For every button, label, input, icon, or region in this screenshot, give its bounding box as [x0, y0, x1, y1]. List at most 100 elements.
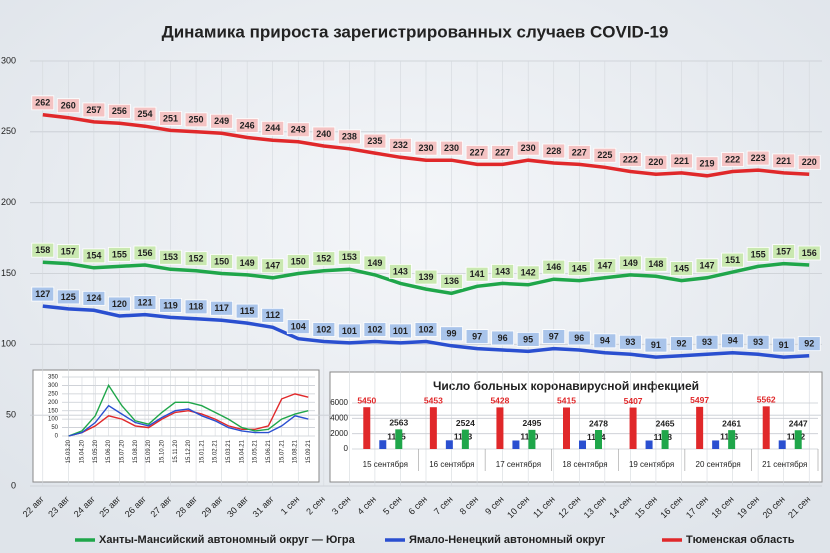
data-label-box	[797, 336, 821, 352]
inset-frame	[329, 371, 823, 483]
data-label-box	[542, 259, 566, 275]
x-tick-label: 15.04.20	[80, 439, 86, 463]
data-label-box	[337, 129, 361, 145]
data-label-box	[721, 152, 744, 167]
data-label: 2478	[589, 418, 608, 428]
data-label-box	[235, 255, 259, 271]
x-tick-label: 15.06.21	[266, 439, 272, 463]
legend-label: Ханты-Мансийский автономный округ — Югра	[99, 534, 356, 546]
data-label: 150	[291, 256, 306, 266]
data-label: 219	[700, 159, 715, 169]
data-label: 2447	[789, 418, 808, 428]
data-label: 5407	[624, 396, 643, 406]
series-line	[68, 393, 309, 437]
data-label-box	[108, 296, 131, 312]
y-tick-label: 300	[48, 383, 59, 389]
data-label: 97	[472, 331, 482, 341]
data-label-box	[159, 111, 182, 126]
data-label-box	[82, 248, 106, 264]
data-label: 244	[265, 123, 280, 133]
data-label-box	[82, 290, 106, 306]
data-label-box	[670, 261, 693, 276]
y-tick-label: 150	[1, 268, 16, 278]
data-label: 149	[367, 258, 382, 268]
data-label-box	[286, 122, 310, 138]
data-label-box	[644, 337, 668, 353]
data-label: 150	[214, 256, 229, 266]
data-label-box	[363, 255, 387, 271]
data-label-box	[210, 300, 234, 316]
data-label: 2495	[522, 418, 541, 428]
data-label-box	[567, 145, 591, 160]
x-tick-label: 15.09.21	[306, 439, 312, 463]
data-label-box	[286, 254, 310, 269]
x-tick-label: 15.02.21	[213, 439, 219, 463]
data-label-box	[721, 252, 744, 268]
data-label-box	[337, 249, 361, 265]
series-line	[42, 304, 810, 359]
data-label-box	[31, 95, 55, 111]
data-label: 5450	[357, 395, 376, 405]
y-tick-label: 100	[1, 339, 16, 349]
data-label-box	[286, 319, 310, 335]
bar	[794, 430, 802, 449]
data-label: 230	[444, 143, 459, 153]
x-tick-label: 21 сентября	[762, 460, 807, 469]
y-tick-label: 250	[1, 126, 16, 136]
bar	[595, 430, 602, 449]
data-label-box	[567, 330, 591, 346]
data-label-box	[133, 106, 157, 122]
data-label: 220	[802, 157, 817, 167]
data-label: 152	[189, 254, 204, 264]
data-label: 152	[316, 254, 331, 264]
data-label: 91	[651, 340, 661, 350]
data-label: 2461	[722, 418, 741, 428]
data-label-box	[210, 113, 234, 129]
x-tick-label: 15 сентября	[363, 460, 408, 469]
data-label-box	[389, 137, 412, 153]
data-label-box	[389, 264, 412, 279]
bar	[496, 407, 504, 449]
data-label-box	[389, 323, 412, 339]
data-label: 101	[393, 326, 408, 336]
data-label-box	[184, 251, 208, 267]
data-label-box	[542, 143, 566, 159]
x-tick-label: 19 сентября	[629, 460, 674, 469]
data-label: 157	[776, 246, 791, 256]
y-tick-label: 100	[48, 417, 59, 423]
data-label-box	[414, 322, 438, 337]
chart-title: Динамика прироста зарегистрированных слу…	[162, 22, 669, 41]
y-tick-label: 250	[48, 391, 59, 397]
data-label: 225	[597, 150, 612, 160]
x-tick-label: 15.10.20	[159, 439, 165, 463]
data-label: 102	[367, 324, 382, 334]
data-label: 230	[521, 143, 536, 153]
data-label-box	[593, 147, 617, 163]
data-label-box	[184, 299, 208, 315]
data-label: 101	[342, 326, 357, 336]
data-label-box	[593, 333, 617, 349]
bar	[395, 429, 403, 449]
data-label: 250	[189, 115, 204, 125]
data-label: 222	[725, 154, 740, 164]
x-tick-label: 16 сентября	[429, 460, 474, 469]
data-label-box	[56, 98, 80, 114]
data-label: 260	[61, 101, 76, 111]
data-label: 156	[137, 248, 152, 258]
data-label-box	[312, 251, 336, 267]
data-label: 117	[214, 303, 229, 313]
data-label-box	[235, 118, 259, 133]
data-label-box	[797, 154, 821, 170]
data-label: 97	[549, 331, 559, 341]
data-label: 112	[265, 310, 280, 320]
data-label: 155	[112, 249, 127, 259]
bar	[563, 407, 570, 449]
data-label: 96	[498, 333, 508, 343]
data-label-box	[746, 334, 770, 350]
data-label: 125	[61, 292, 76, 302]
data-label-box	[567, 261, 591, 276]
data-label: 230	[418, 143, 433, 153]
data-label-box	[235, 303, 259, 319]
data-label: 5428	[490, 396, 509, 406]
inset-frame	[32, 369, 320, 483]
